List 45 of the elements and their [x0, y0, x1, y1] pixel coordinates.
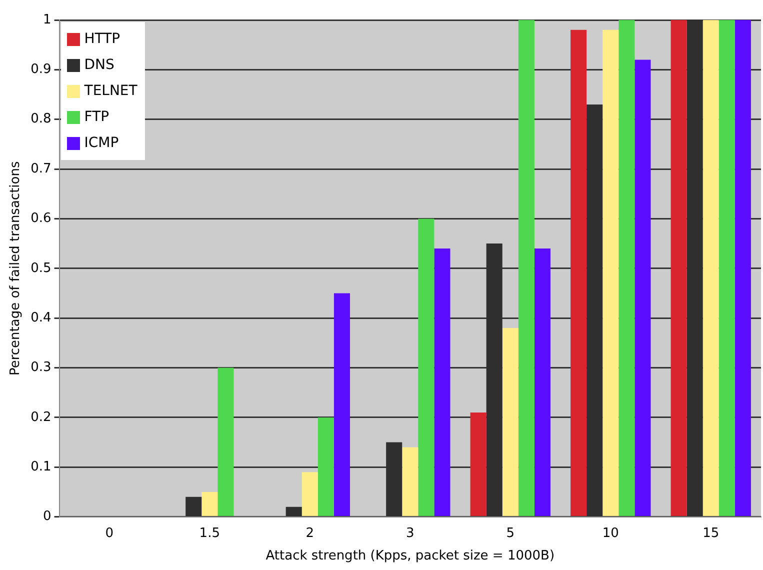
x-tick-label: 15 — [702, 526, 720, 541]
bar — [470, 412, 486, 516]
x-tick-label: 10 — [602, 526, 619, 541]
bar — [218, 368, 234, 516]
bar — [570, 30, 587, 516]
bar — [402, 447, 418, 516]
x-tick-label: 5 — [506, 526, 515, 541]
y-tick-label: 0.9 — [30, 62, 52, 78]
bar — [670, 20, 687, 516]
y-tick-label: 0.5 — [30, 260, 52, 276]
y-tick-label: 1 — [42, 12, 52, 28]
legend-label: HTTP — [84, 30, 120, 49]
y-tick-label: 0.6 — [30, 211, 52, 226]
bar — [634, 60, 651, 516]
bar — [734, 20, 751, 516]
bar — [418, 218, 434, 516]
y-tick-label: 0.4 — [30, 310, 52, 326]
y-tick-label: 0 — [42, 509, 52, 524]
y-tick-label: 0.3 — [30, 360, 52, 376]
y-axis-title: Percentage of failed transactions — [8, 161, 24, 376]
legend-label: DNS — [84, 56, 114, 75]
bar — [718, 20, 735, 516]
x-axis-title: Attack strength (Kpps, packet size = 1000B) — [266, 548, 555, 564]
bar — [702, 20, 719, 516]
y-tick-label: 0.1 — [30, 459, 52, 474]
x-tick-label: 2 — [306, 526, 314, 541]
y-tick-label: 0.8 — [30, 112, 52, 127]
legend-label: ICMP — [84, 134, 119, 153]
bar — [534, 248, 550, 516]
legend-label: FTP — [84, 108, 110, 127]
bar — [602, 30, 619, 516]
bar — [434, 248, 450, 516]
bar — [518, 20, 534, 516]
legend-label: TELNET — [84, 82, 138, 101]
x-tick-label: 1.5 — [199, 526, 220, 541]
bar — [334, 293, 350, 516]
bar — [202, 492, 218, 516]
bar — [318, 417, 334, 516]
bar — [618, 20, 635, 516]
bar — [302, 472, 318, 516]
x-tick-label: 3 — [406, 526, 414, 541]
x-tick-label: 0 — [105, 526, 114, 541]
bar — [502, 328, 518, 516]
y-tick-label: 0.7 — [30, 161, 52, 176]
y-tick-label: 0.2 — [30, 410, 52, 425]
